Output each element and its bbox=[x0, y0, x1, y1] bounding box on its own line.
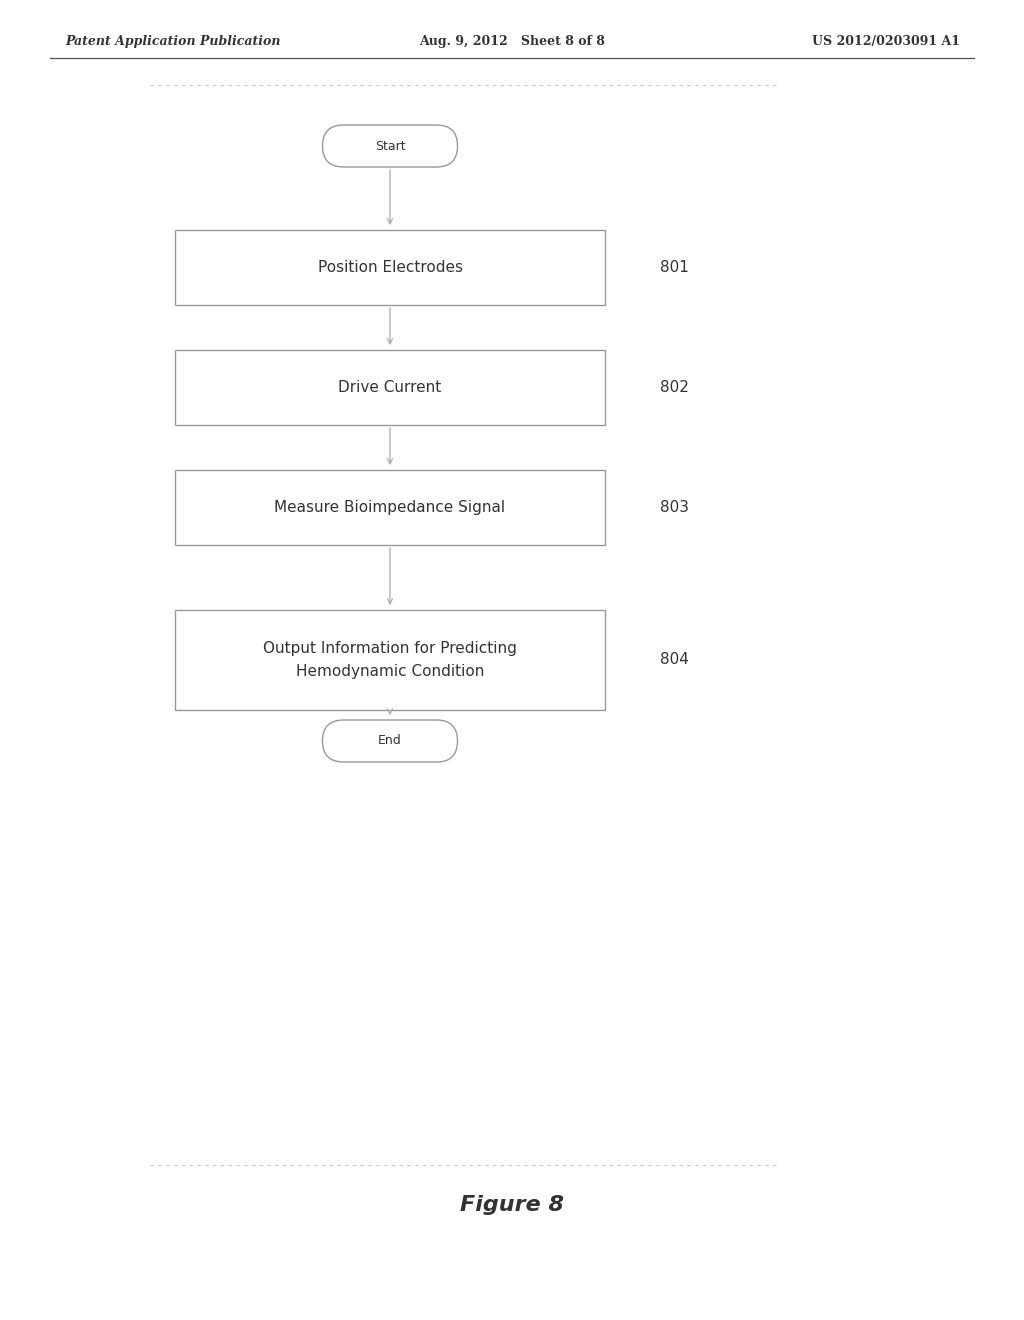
Text: 804: 804 bbox=[660, 652, 689, 668]
Text: Start: Start bbox=[375, 140, 406, 153]
Text: US 2012/0203091 A1: US 2012/0203091 A1 bbox=[812, 36, 961, 49]
Text: Output Information for Predicting
Hemodynamic Condition: Output Information for Predicting Hemody… bbox=[263, 642, 517, 678]
Bar bbox=[175, 230, 605, 305]
Text: End: End bbox=[378, 734, 401, 747]
Text: 801: 801 bbox=[660, 260, 689, 275]
FancyBboxPatch shape bbox=[323, 125, 458, 168]
Bar bbox=[175, 610, 605, 710]
Text: 803: 803 bbox=[660, 500, 689, 515]
Text: Figure 8: Figure 8 bbox=[460, 1195, 564, 1214]
Text: Patent Application Publication: Patent Application Publication bbox=[65, 36, 281, 49]
Bar bbox=[175, 470, 605, 545]
Text: 802: 802 bbox=[660, 380, 689, 395]
Text: Aug. 9, 2012   Sheet 8 of 8: Aug. 9, 2012 Sheet 8 of 8 bbox=[419, 36, 605, 49]
Text: Drive Current: Drive Current bbox=[338, 380, 441, 395]
Bar bbox=[175, 350, 605, 425]
FancyBboxPatch shape bbox=[323, 719, 458, 762]
Text: Measure Bioimpedance Signal: Measure Bioimpedance Signal bbox=[274, 500, 506, 515]
Text: Position Electrodes: Position Electrodes bbox=[317, 260, 463, 275]
